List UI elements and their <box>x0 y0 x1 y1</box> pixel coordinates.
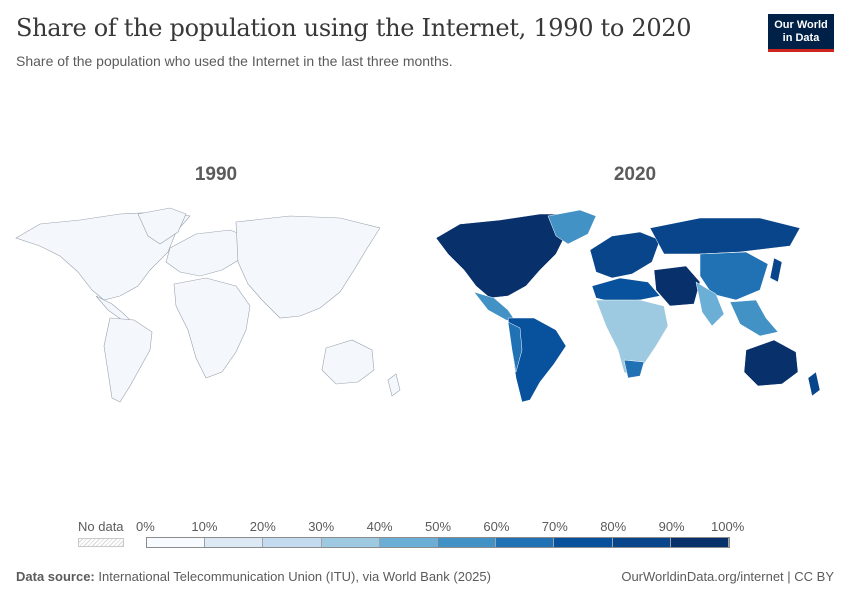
legend-tick-label: 60% <box>483 519 510 534</box>
legend-bin-0[interactable] <box>147 538 206 547</box>
legend-tick-label: 30% <box>308 519 335 534</box>
legend-tick-label: 90% <box>658 519 685 534</box>
map-1990[interactable] <box>15 207 401 403</box>
legend-tick-label: 0% <box>136 519 155 534</box>
australia-2020[interactable] <box>743 339 799 387</box>
europe-2020[interactable] <box>589 231 661 279</box>
legend-tick-label: 20% <box>249 519 276 534</box>
southeast-asia-2020[interactable] <box>729 299 779 337</box>
legend-bin-4[interactable] <box>379 538 439 547</box>
legend-tick-label: 10% <box>191 519 218 534</box>
nz-1990[interactable] <box>387 373 401 397</box>
sub-saharan-africa-2020[interactable] <box>595 299 669 379</box>
greenland-1990[interactable] <box>137 207 187 245</box>
north-africa-2020[interactable] <box>591 277 661 303</box>
europe-1990[interactable] <box>165 229 251 277</box>
footer-link[interactable]: OurWorldinData.org/internet | CC BY <box>621 569 834 584</box>
legend-no-data-label: No data <box>78 519 124 534</box>
greenland-2020[interactable] <box>547 209 597 245</box>
legend-tick-label: 70% <box>541 519 568 534</box>
chart-title: Share of the population using the Intern… <box>16 14 692 42</box>
legend-bin-5[interactable] <box>438 538 497 547</box>
legend-bin-1[interactable] <box>205 538 264 547</box>
data-source-text[interactable]: International Telecommunication Union (I… <box>98 569 491 584</box>
legend-tick-label: 100% <box>711 519 745 534</box>
legend-bin-8[interactable] <box>612 538 671 547</box>
legend-tick-label: 50% <box>425 519 452 534</box>
australia-1990[interactable] <box>321 339 375 385</box>
logo-line-2: in Data <box>782 32 820 44</box>
map-title-1990: 1990 <box>194 164 238 185</box>
logo-line-1: Our World <box>774 19 828 31</box>
legend-color-bar <box>146 537 730 548</box>
legend-no-data-swatch <box>78 538 124 547</box>
japan-2020[interactable] <box>769 257 783 283</box>
china-2020[interactable] <box>699 251 769 301</box>
map-2020[interactable] <box>435 209 821 403</box>
data-source: Data source: International Telecommunica… <box>16 569 491 584</box>
legend-bin-9[interactable] <box>670 538 730 547</box>
legend-bin-2[interactable] <box>263 538 322 547</box>
legend-tick-label: 40% <box>366 519 393 534</box>
north-america-1990[interactable] <box>15 211 191 301</box>
andes-2020[interactable] <box>507 321 523 373</box>
asia-1990[interactable] <box>235 215 381 319</box>
data-source-label: Data source: <box>16 569 95 584</box>
south-america-1990[interactable] <box>103 317 153 403</box>
legend-bin-6[interactable] <box>496 538 555 547</box>
chart-subtitle: Share of the population who used the Int… <box>16 53 453 69</box>
legend-tick-label: 80% <box>600 519 627 534</box>
south-asia-2020[interactable] <box>695 281 725 327</box>
middle-east-2020[interactable] <box>653 265 701 307</box>
south-america-2020[interactable] <box>507 317 567 403</box>
africa-1990[interactable] <box>173 277 251 379</box>
south-africa-2020[interactable] <box>623 359 645 379</box>
russia-2020[interactable] <box>649 217 801 255</box>
legend-bin-3[interactable] <box>321 538 380 547</box>
nz-2020[interactable] <box>807 371 821 397</box>
map-title-2020: 2020 <box>613 164 657 185</box>
north-america-2020[interactable] <box>435 213 581 299</box>
owid-logo[interactable]: Our World in Data <box>768 14 834 52</box>
legend-bin-7[interactable] <box>554 538 613 547</box>
